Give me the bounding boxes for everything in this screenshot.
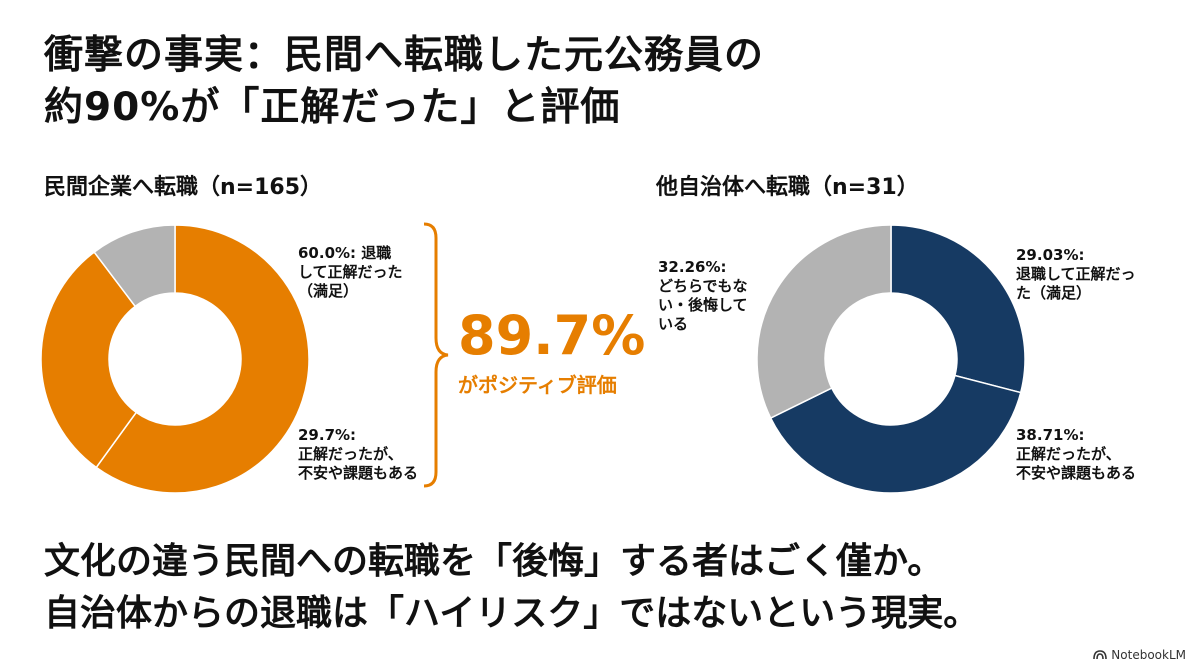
chart-1-label-satisfied: 60.0%: 退職 して正解だった （満足）: [298, 244, 403, 300]
chart-2-slice-3: [756, 224, 892, 420]
chart-2-label-neutral: 32.26%: どちらでもな い・後悔して いる: [658, 258, 748, 333]
credit-text: NotebookLM: [1111, 648, 1186, 662]
chart-1-slice-3: [93, 224, 176, 308]
title-line-1: 衝撃の事実：民間へ転職した元公務員の: [44, 33, 765, 78]
notebooklm-logo-icon: [1093, 650, 1108, 660]
conclusion-text: 文化の違う民間への転職を「後悔」する者はごく僅か。 自治体からの退職は「ハイリス…: [44, 536, 1164, 640]
title-line-2: 約90%が「正解だった」と評価: [44, 85, 621, 130]
chart-2-label-satisfied: 29.03%: 退職して正解だっ た（満足）: [1016, 246, 1136, 302]
chart-1-label-uneasy: 29.7%: 正解だったが、 不安や課題もある: [298, 426, 419, 482]
chart-2-slice-2: [769, 374, 1022, 494]
positive-rate-value: 89.7%: [458, 304, 646, 367]
conclusion-line-2: 自治体からの退職は「ハイリスク」ではないという現実。: [44, 593, 980, 634]
chart-1-title: 民間企業へ転職（n=165）: [44, 175, 323, 200]
donut-chart-municipal: [756, 224, 1026, 494]
chart-1-slice-2: [40, 251, 138, 469]
page-title: 衝撃の事実：民間へ転職した元公務員の 約90%が「正解だった」と評価: [44, 30, 1144, 134]
conclusion-line-1: 文化の違う民間への転職を「後悔」する者はごく僅か。: [44, 541, 944, 582]
bracket-icon: [423, 222, 449, 488]
positive-rate-caption: がポジティブ評価: [458, 373, 617, 397]
chart-2-slice-1: [890, 224, 1026, 394]
chart-2-label-uneasy: 38.71%: 正解だったが、 不安や課題もある: [1016, 426, 1137, 482]
chart-1-slice-1: [95, 224, 310, 494]
credit-badge: NotebookLM: [1093, 648, 1186, 662]
donut-chart-private: [40, 224, 310, 494]
chart-2-title: 他自治体へ転職（n=31）: [656, 175, 919, 200]
